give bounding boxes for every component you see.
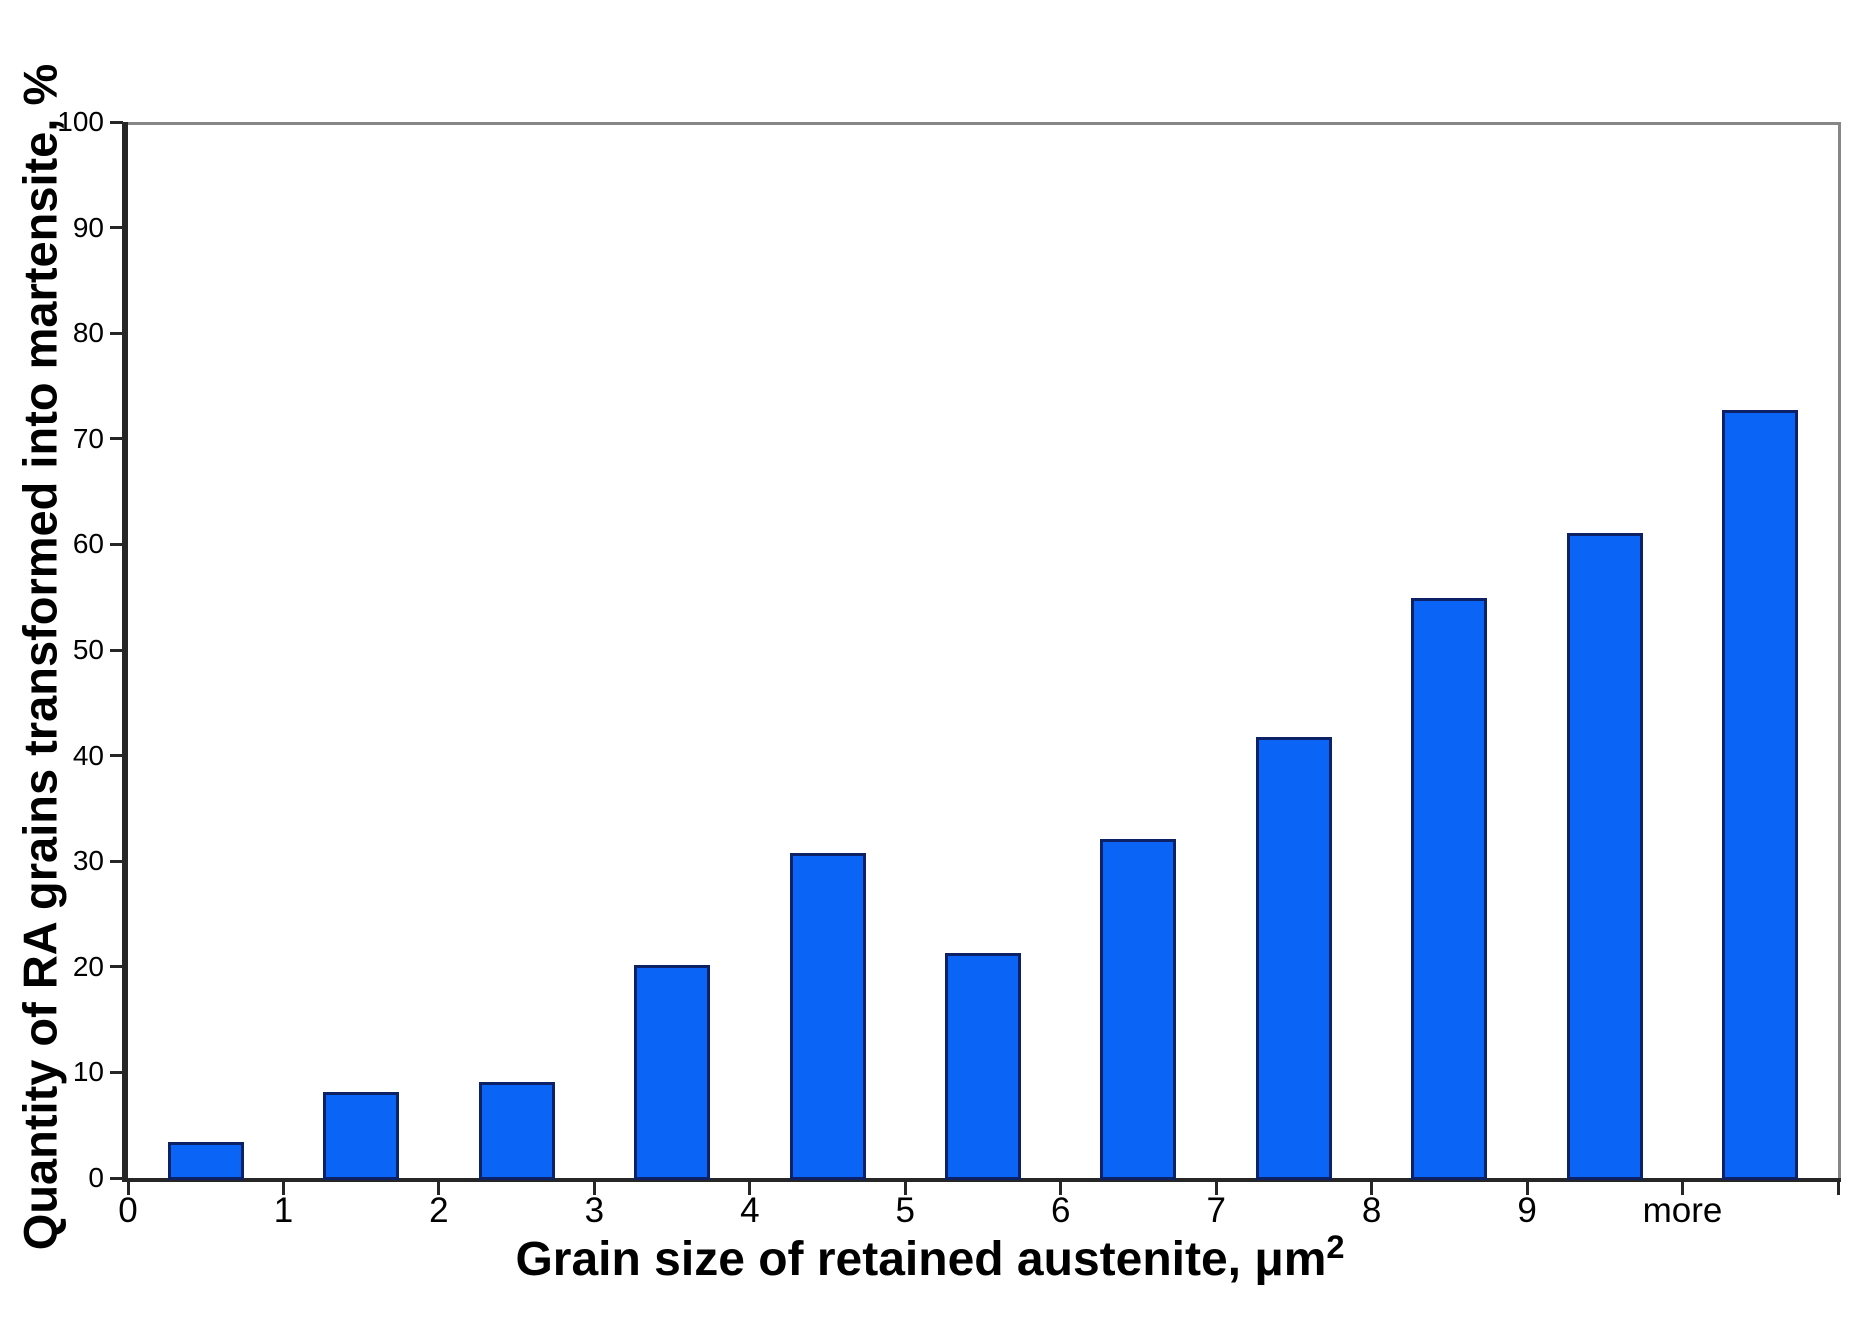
x-tick-label: 0 [118, 1191, 138, 1230]
plot-top-border [122, 122, 1841, 125]
y-axis-tick [110, 331, 123, 335]
y-axis-tick [110, 437, 123, 441]
plot-right-border [1838, 122, 1841, 1182]
x-axis-title: Grain size of retained austenite, μm2 [515, 1230, 1344, 1287]
x-axis-tick [437, 1182, 441, 1195]
bar [1100, 839, 1177, 1180]
x-tick-label: 9 [1517, 1191, 1537, 1230]
bar [323, 1092, 400, 1180]
y-axis-tick [110, 965, 123, 969]
y-axis-tick [110, 648, 123, 652]
x-tick-label: 6 [1050, 1191, 1071, 1230]
x-tick-label: 8 [1361, 1191, 1382, 1230]
x-tick-label: 1 [273, 1191, 294, 1230]
y-tick-label: 10 [72, 1056, 104, 1088]
x-axis-tick [126, 1182, 130, 1195]
x-tick-label: more [1642, 1191, 1723, 1230]
y-tick-label: 40 [72, 739, 104, 771]
y-axis-tick [110, 1070, 123, 1074]
bar [478, 1081, 555, 1180]
bar [945, 953, 1021, 1180]
y-tick-label: 20 [72, 950, 104, 982]
x-axis-tick [1214, 1182, 1218, 1195]
x-axis-tick [1059, 1182, 1063, 1195]
y-tick-label: 60 [72, 528, 104, 560]
bar [789, 852, 866, 1180]
y-axis-tick [110, 120, 123, 124]
y-axis-tick [110, 754, 123, 758]
bar [1722, 410, 1799, 1180]
x-axis-tick [1525, 1182, 1529, 1195]
bar [167, 1142, 244, 1180]
y-axis-tick [110, 542, 123, 546]
bar [1255, 736, 1332, 1180]
y-axis-tick [110, 1176, 123, 1180]
x-axis-title-superscript: 2 [1326, 1228, 1345, 1265]
x-axis-title-text: Grain size of retained austenite, μm [515, 1233, 1327, 1286]
y-tick-label: 0 [88, 1162, 104, 1193]
x-axis-tick [1681, 1182, 1685, 1195]
x-axis-tick [903, 1182, 907, 1195]
y-tick-label: 100 [57, 106, 104, 137]
x-tick-label: 2 [429, 1191, 449, 1230]
x-tick-label: 4 [740, 1191, 760, 1230]
x-axis-tick [592, 1182, 596, 1195]
x-axis-tick [1836, 1182, 1840, 1195]
y-tick-label: 80 [72, 317, 104, 349]
y-tick-label: 90 [72, 211, 104, 243]
bar [1411, 598, 1488, 1180]
y-axis-tick [110, 859, 123, 863]
x-tick-label: 3 [584, 1191, 605, 1230]
bar [634, 964, 711, 1180]
y-axis-line [122, 122, 128, 1182]
x-axis-tick [1370, 1182, 1374, 1195]
x-tick-label: 7 [1206, 1191, 1226, 1230]
y-axis-tick [110, 226, 123, 230]
bar [1566, 532, 1643, 1180]
y-tick-label: 30 [72, 845, 104, 877]
y-tick-label: 70 [72, 422, 104, 454]
x-axis-tick [281, 1182, 285, 1195]
x-axis-line [122, 1178, 1841, 1182]
y-tick-label: 50 [72, 634, 104, 665]
x-axis-tick [748, 1182, 752, 1195]
x-tick-label: 5 [895, 1191, 915, 1230]
